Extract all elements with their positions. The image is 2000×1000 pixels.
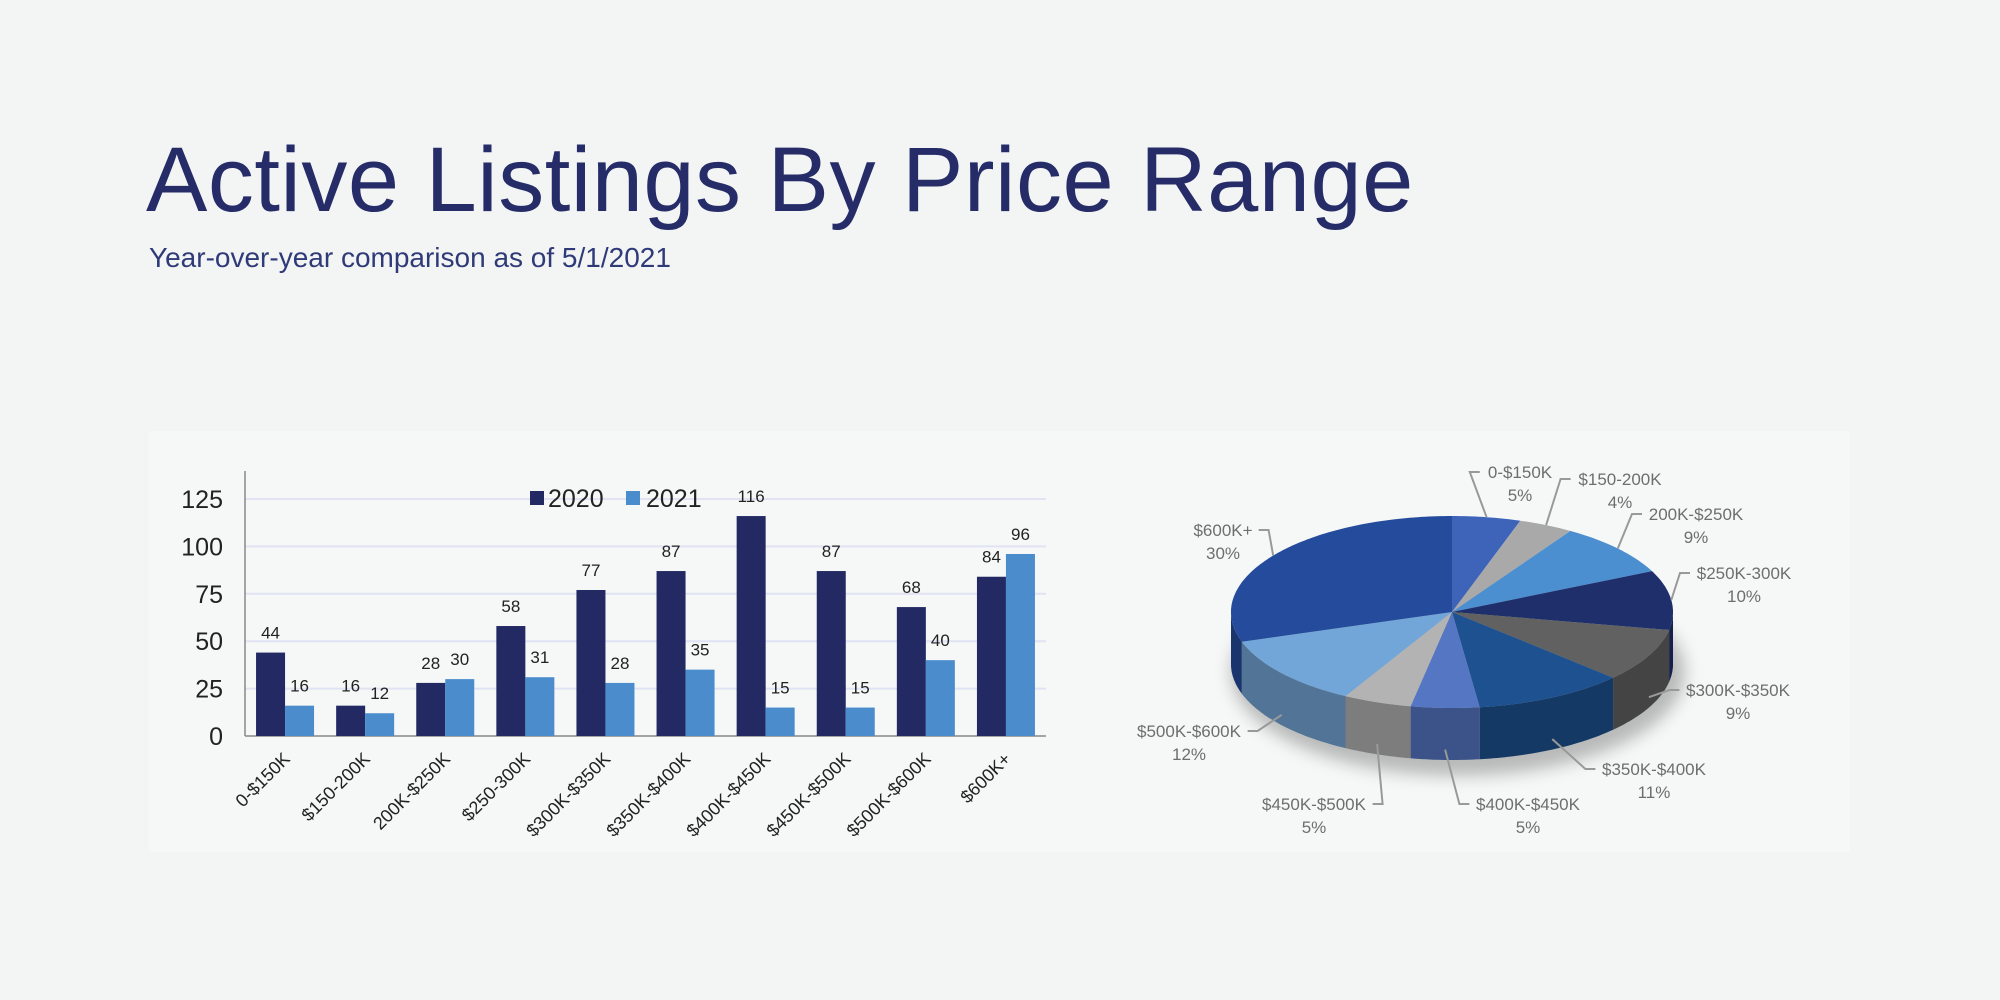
data-label: 35 xyxy=(691,641,710,660)
data-label: 87 xyxy=(662,542,681,561)
bar-2021 xyxy=(925,660,955,736)
y-tick-label: 25 xyxy=(195,676,223,704)
data-label: 96 xyxy=(1011,525,1030,544)
bar-2020 xyxy=(496,626,526,736)
y-tick-label: 75 xyxy=(195,581,223,609)
bar-2020 xyxy=(736,516,766,736)
bar-2020 xyxy=(576,590,606,736)
bar-2020 xyxy=(896,607,926,736)
bar-2021 xyxy=(365,713,395,736)
bar-2020 xyxy=(816,571,846,736)
legend-label: 2020 xyxy=(548,485,604,513)
y-tick-label: 125 xyxy=(181,486,223,514)
data-label: 44 xyxy=(261,624,280,643)
x-tick-label: 200K-$250K xyxy=(369,749,454,834)
data-label: 31 xyxy=(530,648,549,667)
x-tick-label: $150-200K xyxy=(298,749,374,825)
data-label: 58 xyxy=(501,597,520,616)
legend-swatch-2021 xyxy=(626,491,640,505)
bar-chart: 0 25 50 75 100 125 44 16 0-$150K 16 12 $150-200K 28 3… xyxy=(181,471,1046,841)
page-subtitle: Year-over-year comparison as of 5/1/2021 xyxy=(149,242,671,273)
bar-2021 xyxy=(445,679,475,736)
bar-2021 xyxy=(285,705,315,736)
x-tick-label: 0-$150K xyxy=(232,749,294,811)
x-tick-label: $400K-$450K xyxy=(682,749,774,841)
x-tick-label: $500K-$600K xyxy=(843,749,935,841)
bar-2020 xyxy=(656,571,686,736)
data-label: 40 xyxy=(931,631,950,650)
data-label: 68 xyxy=(902,578,921,597)
y-tick-label: 100 xyxy=(181,533,223,561)
data-label: 15 xyxy=(851,679,870,698)
data-label: 16 xyxy=(290,677,309,696)
data-label: 15 xyxy=(771,679,790,698)
bar-2021 xyxy=(845,707,875,736)
x-tick-label: $250-300K xyxy=(458,749,534,825)
data-label: 12 xyxy=(370,684,389,703)
x-tick-label: $300K-$350K xyxy=(522,749,614,841)
data-label: 77 xyxy=(581,561,600,580)
data-label: 84 xyxy=(982,548,1001,567)
bar-2021 xyxy=(605,682,635,736)
bar-2021 xyxy=(765,707,795,736)
x-tick-label: $350K-$400K xyxy=(602,749,694,841)
legend-swatch-2020 xyxy=(530,491,544,505)
bar-2021 xyxy=(685,669,715,736)
x-tick-label: $600K+ xyxy=(956,749,1014,807)
data-label: 28 xyxy=(610,654,629,673)
bar-2020 xyxy=(416,682,446,736)
x-tick-label: $450K-$500K xyxy=(763,749,855,841)
bar-2021 xyxy=(525,677,555,736)
bar-2021 xyxy=(1005,553,1035,736)
y-tick-label: 0 xyxy=(209,723,223,751)
page-title: Active Listings By Price Range xyxy=(146,129,1414,231)
bar-2020 xyxy=(336,705,366,736)
bar-2020 xyxy=(976,576,1006,736)
data-label: 30 xyxy=(450,650,469,669)
data-label: 116 xyxy=(738,487,765,506)
data-label: 87 xyxy=(822,542,841,561)
data-label: 16 xyxy=(341,677,360,696)
data-label: 28 xyxy=(421,654,440,673)
y-tick-label: 50 xyxy=(195,628,223,656)
bar-2020 xyxy=(256,652,286,736)
legend-label: 2021 xyxy=(646,485,702,513)
